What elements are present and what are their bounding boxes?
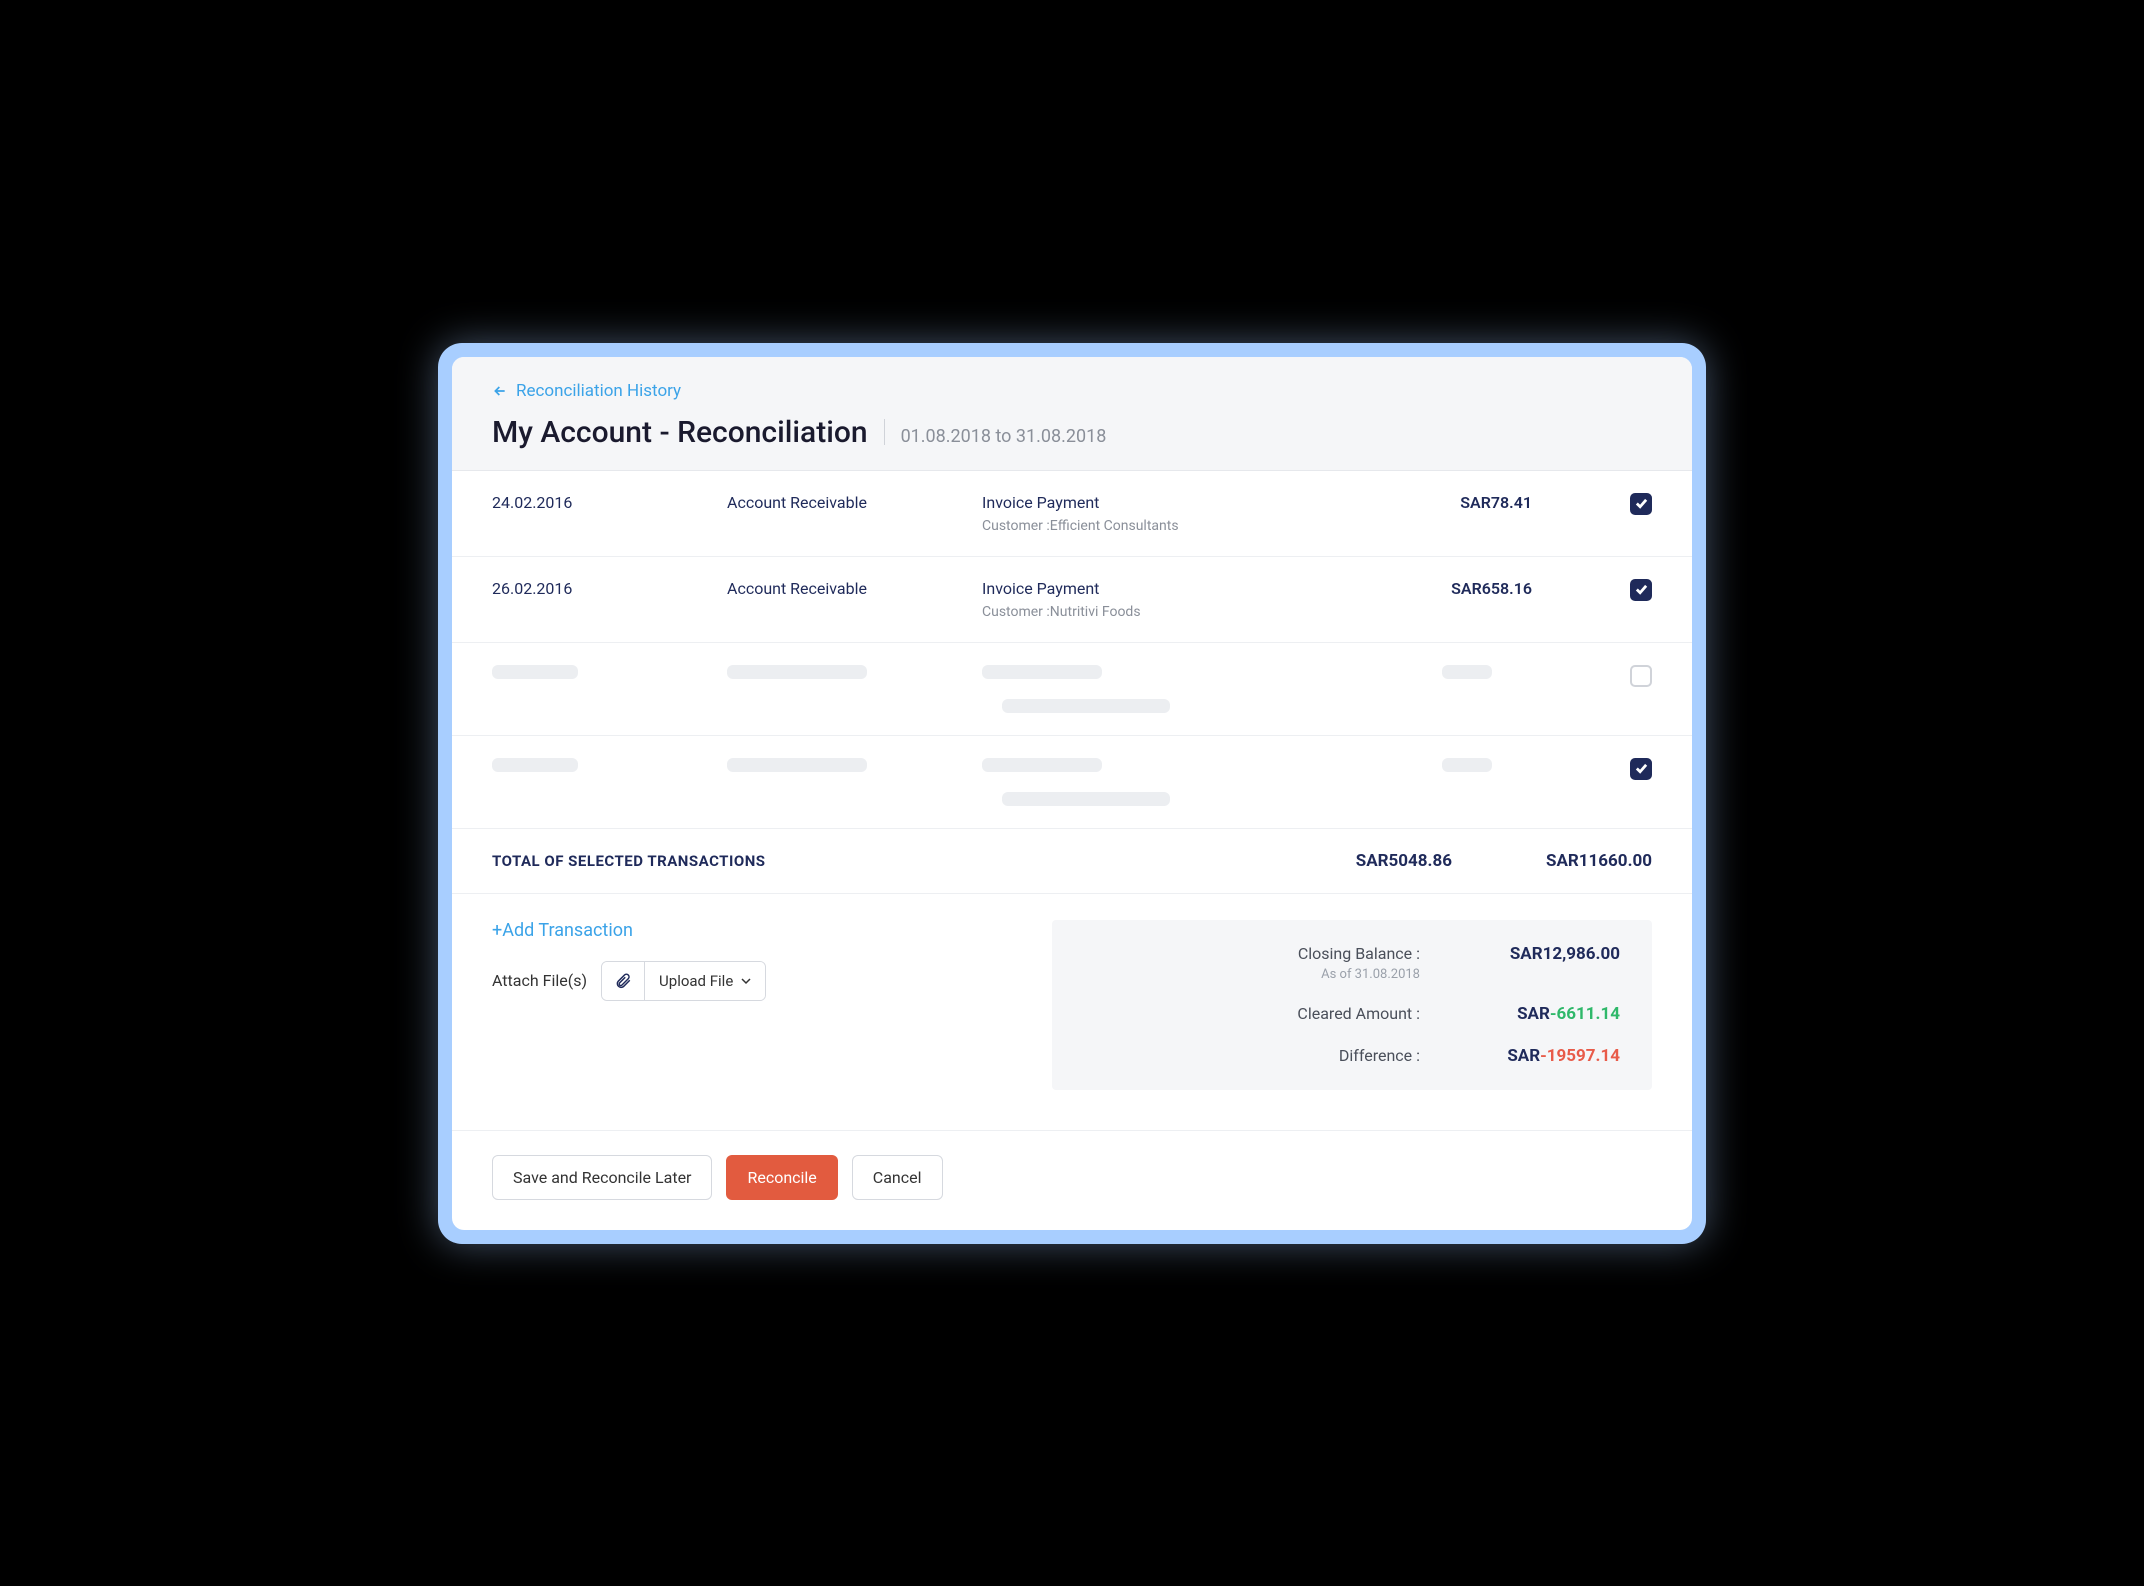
skeleton (1002, 792, 1170, 806)
skeleton (982, 758, 1102, 772)
transaction-row: 24.02.2016Account ReceivableInvoice Paym… (452, 471, 1692, 557)
save-later-button[interactable]: Save and Reconcile Later (492, 1155, 712, 1200)
transaction-description: Invoice PaymentCustomer :Efficient Consu… (982, 493, 1392, 534)
cancel-button[interactable]: Cancel (852, 1155, 943, 1200)
title-row: My Account - Reconciliation 01.08.2018 t… (492, 415, 1652, 450)
caret-down-icon (741, 976, 751, 986)
skeleton (982, 665, 1102, 679)
transaction-row (452, 643, 1692, 736)
transaction-list: 24.02.2016Account ReceivableInvoice Paym… (452, 471, 1692, 829)
transaction-account: Account Receivable (727, 579, 982, 598)
totals-label: TOTAL OF SELECTED TRANSACTIONS (492, 852, 1252, 870)
arrow-left-icon (492, 383, 508, 399)
reconcile-button[interactable]: Reconcile (726, 1155, 837, 1200)
row-checkbox[interactable] (1630, 665, 1652, 687)
header: Reconciliation History My Account - Reco… (452, 357, 1692, 471)
skeleton (727, 758, 867, 772)
closing-balance-value: SAR12,986.00 (1420, 944, 1620, 964)
skeleton (492, 758, 578, 772)
check-icon (1635, 497, 1648, 510)
reconciliation-window: Reconciliation History My Account - Reco… (452, 357, 1692, 1230)
closing-balance-label: Closing Balance : (1084, 944, 1420, 963)
outer-frame: Reconciliation History My Account - Reco… (438, 343, 1706, 1244)
row-checkbox[interactable] (1630, 579, 1652, 601)
upload-file-button[interactable]: Upload File (645, 962, 765, 1000)
footer: Save and Reconcile Later Reconcile Cance… (452, 1131, 1692, 1230)
date-range: 01.08.2018 to 31.08.2018 (901, 426, 1107, 447)
difference-label: Difference : (1084, 1046, 1420, 1065)
skeleton (727, 665, 867, 679)
attach-row: Attach File(s) Upload File (492, 961, 1032, 1001)
transaction-amount: SAR78.41 (1392, 493, 1572, 512)
skeleton (492, 665, 578, 679)
difference-value: SAR-19597.14 (1420, 1046, 1620, 1066)
lower-section: +Add Transaction Attach File(s) Upload F… (452, 894, 1692, 1131)
upload-file-label: Upload File (659, 972, 733, 990)
skeleton (1002, 699, 1170, 713)
attach-label: Attach File(s) (492, 971, 587, 990)
summary-box: Closing Balance : As of 31.08.2018 SAR12… (1052, 920, 1652, 1090)
closing-balance-row: Closing Balance : As of 31.08.2018 SAR12… (1084, 944, 1620, 982)
paperclip-icon (614, 972, 632, 990)
back-link-label: Reconciliation History (516, 381, 681, 401)
upload-group: Upload File (601, 961, 766, 1001)
difference-row: Difference : SAR-19597.14 (1084, 1046, 1620, 1066)
closing-balance-sublabel: As of 31.08.2018 (1084, 967, 1420, 982)
transaction-row (452, 736, 1692, 829)
cleared-amount-label: Cleared Amount : (1084, 1004, 1420, 1023)
check-icon (1635, 762, 1648, 775)
back-link[interactable]: Reconciliation History (492, 381, 681, 401)
check-icon (1635, 583, 1648, 596)
actions-panel: +Add Transaction Attach File(s) Upload F… (492, 920, 1032, 1090)
cleared-amount-row: Cleared Amount : SAR-6611.14 (1084, 1004, 1620, 1024)
transaction-row: 26.02.2016Account ReceivableInvoice Paym… (452, 557, 1692, 643)
transaction-date: 24.02.2016 (492, 493, 727, 512)
totals-col2: SAR11660.00 (1452, 851, 1652, 871)
totals-col1: SAR5048.86 (1252, 851, 1452, 871)
attach-icon-button[interactable] (602, 962, 645, 1000)
page-title: My Account - Reconciliation (492, 415, 868, 450)
totals-row: TOTAL OF SELECTED TRANSACTIONS SAR5048.8… (452, 829, 1692, 894)
transaction-description: Invoice PaymentCustomer :Nutritivi Foods (982, 579, 1392, 620)
row-checkbox[interactable] (1630, 758, 1652, 780)
transaction-account: Account Receivable (727, 493, 982, 512)
cleared-amount-value: SAR-6611.14 (1420, 1004, 1620, 1024)
add-transaction-link[interactable]: +Add Transaction (492, 920, 633, 941)
title-divider (884, 419, 885, 445)
transaction-amount: SAR658.16 (1392, 579, 1572, 598)
skeleton (1442, 758, 1492, 772)
skeleton (1442, 665, 1492, 679)
row-checkbox[interactable] (1630, 493, 1652, 515)
transaction-date: 26.02.2016 (492, 579, 727, 598)
